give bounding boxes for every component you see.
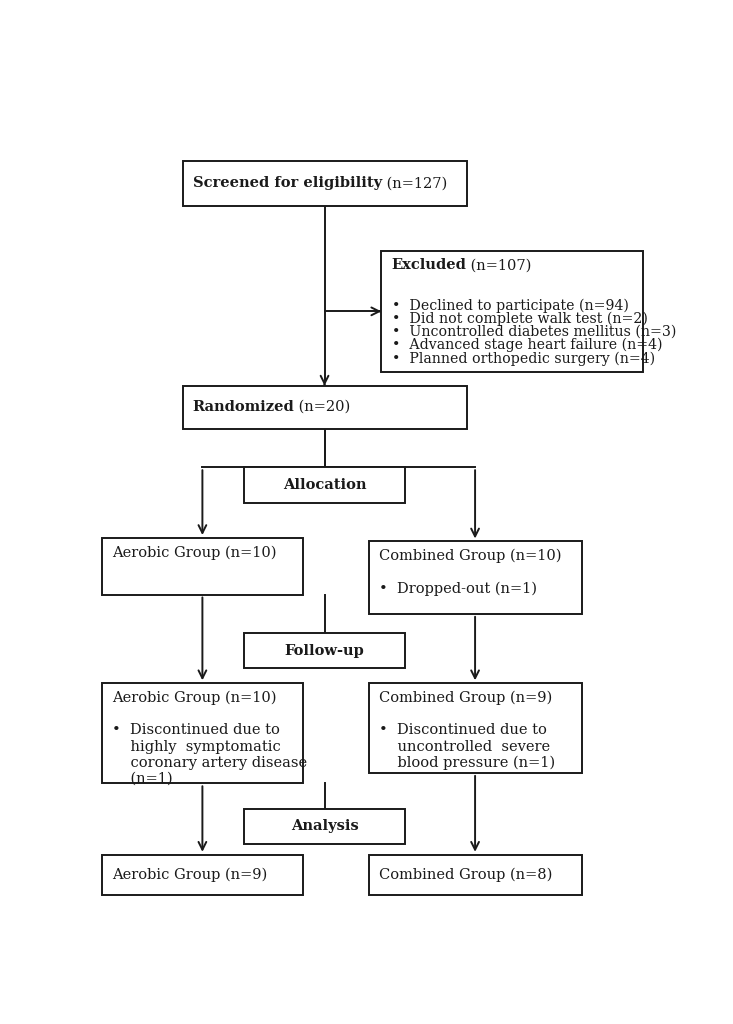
Bar	[102, 683, 303, 783]
Text: Excluded: Excluded	[391, 258, 466, 272]
Text: Combined Group (n=9)

•  Discontinued due to
    uncontrolled  severe
    blood : Combined Group (n=9) • Discontinued due …	[379, 690, 555, 770]
Text: Follow-up: Follow-up	[284, 644, 364, 657]
Bar	[369, 683, 581, 773]
Bar	[369, 542, 581, 614]
Text: Excluded (n=107)

•  Declined to participate (n=94)
•  Did not complete walk tes: Excluded (n=107) • Declined to participa…	[391, 258, 676, 372]
Bar	[243, 633, 405, 668]
Bar	[102, 538, 303, 595]
Text: Combined Group (n=8): Combined Group (n=8)	[379, 867, 552, 882]
Bar	[102, 855, 303, 895]
Text: Aerobic Group (n=10)

•  Discontinued due to
    highly  symptomatic
    coronar: Aerobic Group (n=10) • Discontinued due …	[112, 690, 307, 786]
Bar	[183, 161, 466, 206]
Text: •  Declined to participate (n=94): • Declined to participate (n=94)	[391, 298, 628, 312]
Text: •  Did not complete walk test (n=2): • Did not complete walk test (n=2)	[391, 311, 647, 326]
Bar	[243, 809, 405, 844]
Text: Aerobic Group (n=10): Aerobic Group (n=10)	[112, 546, 276, 560]
Text: •  Advanced stage heart failure (n=4): • Advanced stage heart failure (n=4)	[391, 338, 662, 352]
Text: (n=107): (n=107)	[466, 258, 532, 272]
Text: Randomized: Randomized	[193, 400, 295, 414]
Bar	[381, 251, 643, 372]
Text: (n=20): (n=20)	[295, 400, 351, 414]
Text: Combined Group (n=10)

•  Dropped-out (n=1): Combined Group (n=10) • Dropped-out (n=1…	[379, 549, 561, 596]
Text: •  Uncontrolled diabetes mellitus (n=3): • Uncontrolled diabetes mellitus (n=3)	[391, 325, 676, 339]
Bar	[369, 855, 581, 895]
Text: (n=127): (n=127)	[382, 176, 447, 190]
Bar	[183, 386, 466, 429]
Bar	[243, 467, 405, 503]
Text: Allocation: Allocation	[283, 478, 366, 493]
Text: Screened for eligibility: Screened for eligibility	[193, 176, 382, 190]
Text: Analysis: Analysis	[291, 819, 358, 834]
Text: •  Planned orthopedic surgery (n=4): • Planned orthopedic surgery (n=4)	[391, 351, 655, 366]
Text: Aerobic Group (n=9): Aerobic Group (n=9)	[112, 867, 267, 882]
